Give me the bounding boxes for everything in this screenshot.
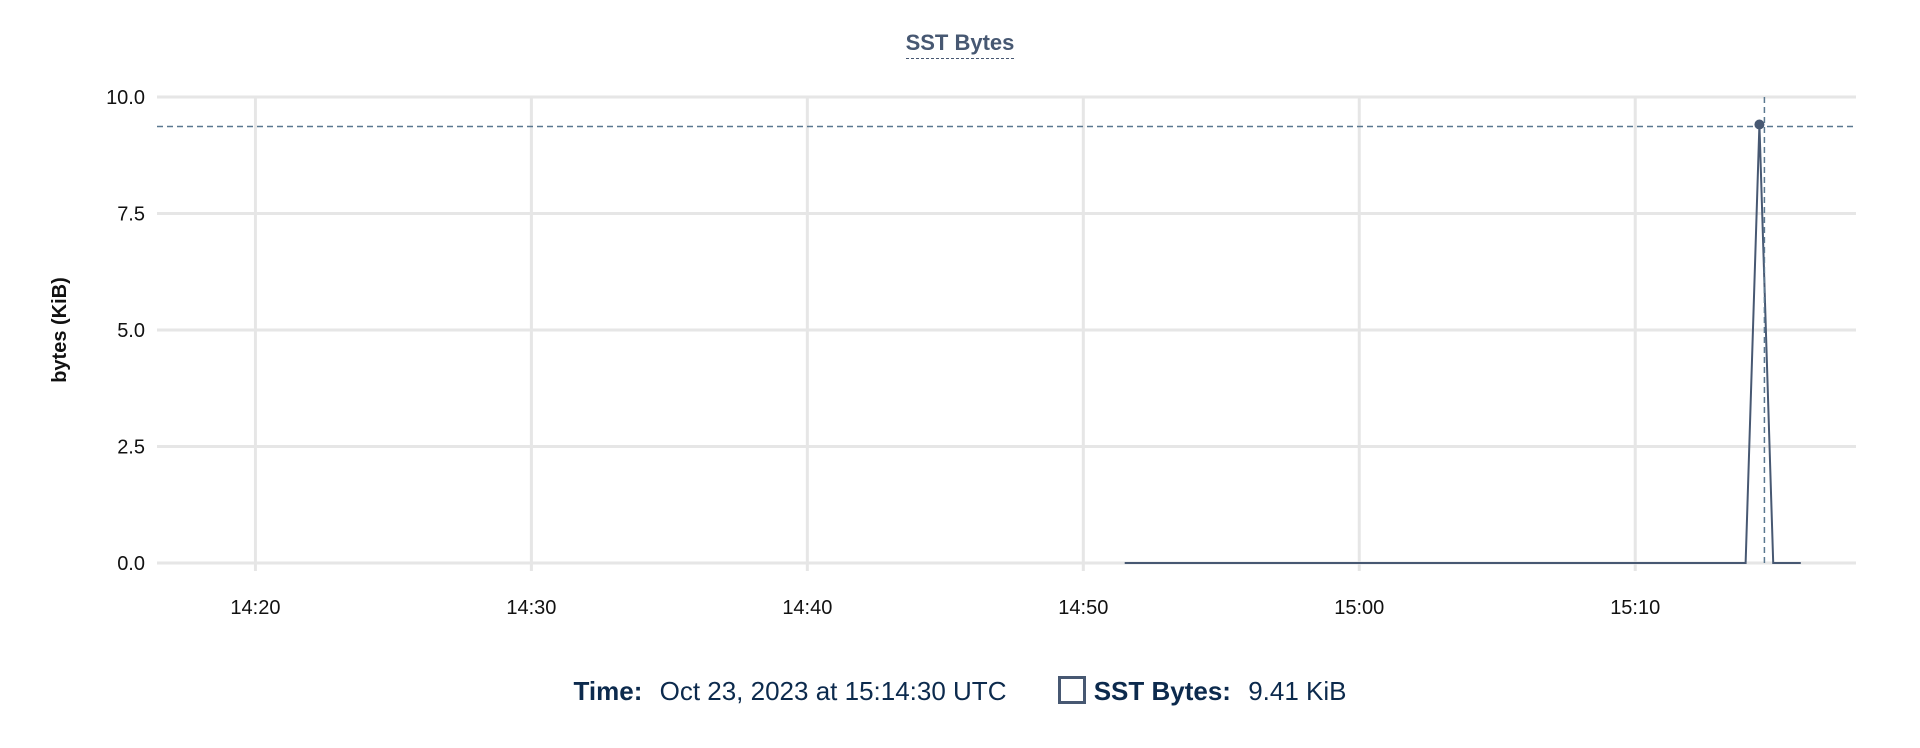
y-axis-label: bytes (KiB)	[49, 277, 71, 383]
y-tick-label: 10.0	[106, 87, 145, 109]
y-tick-label: 5.0	[117, 320, 145, 342]
series-swatch[interactable]	[1057, 676, 1086, 704]
y-tick-label: 7.5	[117, 204, 145, 226]
y-tick-label: 0.0	[117, 553, 145, 575]
x-tick-label: 15:00	[1334, 597, 1384, 619]
x-tick-label: 14:30	[506, 597, 556, 619]
time-value: Oct 23, 2023 at 15:14:30 UTC	[659, 676, 1007, 706]
y-tick-label: 2.5	[117, 437, 145, 459]
series-label: SST Bytes:	[1093, 676, 1231, 706]
chart-title: SST Bytes	[0, 30, 1920, 59]
series-line	[1124, 124, 1801, 564]
x-tick-label: 15:10	[1610, 597, 1660, 619]
chart: 14:20 14:30 14:40 14:50 15:00 15:10 0.0 2.5 5.0 7…	[49, 87, 1856, 619]
series-value: 9.41 KiB	[1248, 676, 1347, 706]
x-tick-label: 14:40	[782, 597, 832, 619]
legend: Time: Oct 23, 2023 at 15:14:30 UTC SST B…	[0, 676, 1920, 707]
hover-point	[1754, 119, 1765, 130]
time-label: Time:	[573, 676, 643, 706]
x-tick-label: 14:20	[230, 597, 280, 619]
x-tick-label: 14:50	[1058, 597, 1108, 619]
